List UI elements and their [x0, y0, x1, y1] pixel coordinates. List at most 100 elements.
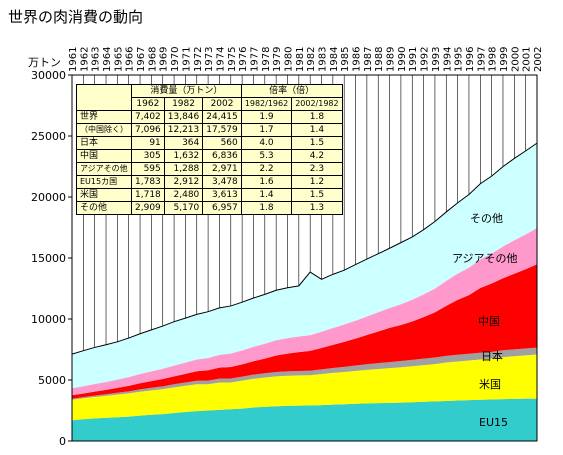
row-label: 世界: [76, 110, 132, 124]
y-tick-label: 10000: [31, 313, 66, 326]
y-tick-label: 15000: [31, 252, 66, 265]
cell-ratio-1: 1.9: [240, 110, 293, 124]
cell-ratio-2: 1.2: [291, 175, 343, 189]
row-label: （中国除く）: [76, 123, 132, 137]
sub-header: 2002/1982: [291, 97, 343, 111]
x-tick-label: 2000: [510, 47, 521, 72]
table-row: 米国 1,718 2,480 3,613 1.4 1.5: [76, 188, 343, 202]
y-tick-label: 0: [59, 435, 66, 448]
x-tick-label: 1986: [352, 47, 363, 72]
area-series: [72, 143, 537, 389]
cell-2002: 3,613: [202, 188, 242, 202]
x-tick-label: 2001: [522, 47, 533, 72]
x-tick-label: 1985: [340, 47, 351, 72]
area-series: [72, 264, 537, 399]
cell-1962: 1,783: [131, 175, 165, 189]
x-tick-label: 1991: [408, 47, 419, 72]
row-label: その他: [76, 201, 132, 215]
cell-1962: 91: [131, 136, 165, 150]
series-label: アジアその他: [452, 252, 518, 265]
x-tick-label: 1963: [91, 47, 102, 72]
table-row: その他 2,909 5,170 6,957 1.8 1.3: [76, 201, 343, 215]
x-tick-label: 1987: [363, 47, 374, 72]
x-tick-label: 1975: [227, 47, 238, 72]
table-row: 中国 305 1,632 6,836 5.3 4.2: [76, 149, 343, 163]
table-row: 日本 91 364 560 4.0 1.5: [76, 136, 343, 150]
cell-1982: 1,288: [163, 162, 204, 176]
cell-1982: 364: [163, 136, 204, 150]
x-tick-label: 1988: [374, 47, 385, 72]
cell-ratio-2: 1.4: [291, 123, 343, 137]
table-row: 世界 7,402 13,846 24,415 1.9 1.8: [76, 110, 343, 124]
col-group-ratio: 倍率（倍）: [240, 84, 343, 98]
x-tick-label: 1996: [465, 47, 476, 72]
cell-ratio-2: 1.5: [291, 188, 343, 202]
table-subheader-row: 1962 1982 2002 1982/1962 2002/1982: [77, 97, 343, 111]
x-tick-label: 1967: [136, 47, 147, 72]
x-tick-label: 1994: [442, 47, 453, 72]
cell-1962: 305: [131, 149, 165, 163]
cell-1962: 7,096: [131, 123, 165, 137]
cell-1982: 2,480: [163, 188, 204, 202]
cell-ratio-2: 2.3: [291, 162, 343, 176]
x-tick-label: 1982: [306, 47, 317, 72]
x-tick-label: 1995: [454, 47, 465, 72]
area-series: [72, 354, 537, 421]
y-tick-label: 30000: [31, 69, 66, 82]
table-row: EU15カ国 1,783 2,912 3,478 1.6 1.2: [76, 175, 343, 189]
cell-ratio-1: 1.4: [240, 188, 293, 202]
cell-ratio-1: 1.6: [240, 175, 293, 189]
x-tick-label: 1964: [102, 47, 113, 72]
x-tick-label: 1992: [420, 47, 431, 72]
row-label: アジアその他: [76, 162, 132, 176]
x-tick-label: 1980: [283, 47, 294, 72]
x-tick-label: 1989: [386, 47, 397, 72]
table-row: （中国除く） 7,096 12,213 17,579 1.7 1.4: [76, 123, 343, 137]
cell-2002: 24,415: [202, 110, 242, 124]
cell-1982: 1,632: [163, 149, 204, 163]
table-header-row: 消費量（万トン） 倍率（倍）: [76, 84, 343, 111]
table-corner: [76, 84, 132, 111]
cell-ratio-2: 1.5: [291, 136, 343, 150]
x-tick-label: 1961: [68, 47, 79, 72]
x-tick-label: 2002: [533, 47, 544, 72]
table-row: アジアその他 595 1,288 2,971 2.2 2.3: [76, 162, 343, 176]
x-tick-label: 1974: [215, 47, 226, 72]
y-tick-label: 5000: [38, 374, 66, 387]
series-label: EU15: [479, 416, 508, 429]
cell-ratio-1: 1.7: [240, 123, 293, 137]
x-tick-label: 1998: [488, 47, 499, 72]
sub-header: 1982: [163, 97, 204, 111]
cell-1982: 12,213: [163, 123, 204, 137]
x-tick-label: 1976: [238, 47, 249, 72]
y-axis-unit: 万トン: [28, 56, 61, 69]
sub-header: 2002: [202, 97, 242, 111]
cell-ratio-1: 1.8: [240, 201, 293, 215]
x-tick-label: 1962: [79, 47, 90, 72]
row-label: 日本: [76, 136, 132, 150]
x-tick-label: 1971: [181, 47, 192, 72]
cell-1982: 13,846: [163, 110, 204, 124]
series-label: 日本: [481, 349, 503, 363]
area-series: [72, 398, 537, 441]
x-tick-label: 1968: [147, 47, 158, 72]
x-tick-label: 1970: [170, 47, 181, 72]
x-tick-label: 1990: [397, 47, 408, 72]
cell-2002: 3,478: [202, 175, 242, 189]
row-label: EU15カ国: [76, 175, 132, 189]
cell-2002: 560: [202, 136, 242, 150]
x-tick-label: 1993: [431, 47, 442, 72]
summary-table: 消費量（万トン） 倍率（倍） 1962 1982 2002 1982/1962 …: [76, 84, 343, 215]
series-label: その他: [470, 212, 503, 225]
x-tick-label: 1965: [113, 47, 124, 72]
sub-header: 1962: [131, 97, 165, 111]
row-label: 米国: [76, 188, 132, 202]
sub-header: 1982/1962: [240, 97, 293, 111]
cell-ratio-1: 5.3: [240, 149, 293, 163]
cell-1962: 7,402: [131, 110, 165, 124]
x-tick-label: 1973: [204, 47, 215, 72]
table-body: 世界 7,402 13,846 24,415 1.9 1.8 （中国除く） 7,096 12,2…: [76, 110, 343, 215]
cell-ratio-1: 2.2: [240, 162, 293, 176]
cell-1982: 2,912: [163, 175, 204, 189]
